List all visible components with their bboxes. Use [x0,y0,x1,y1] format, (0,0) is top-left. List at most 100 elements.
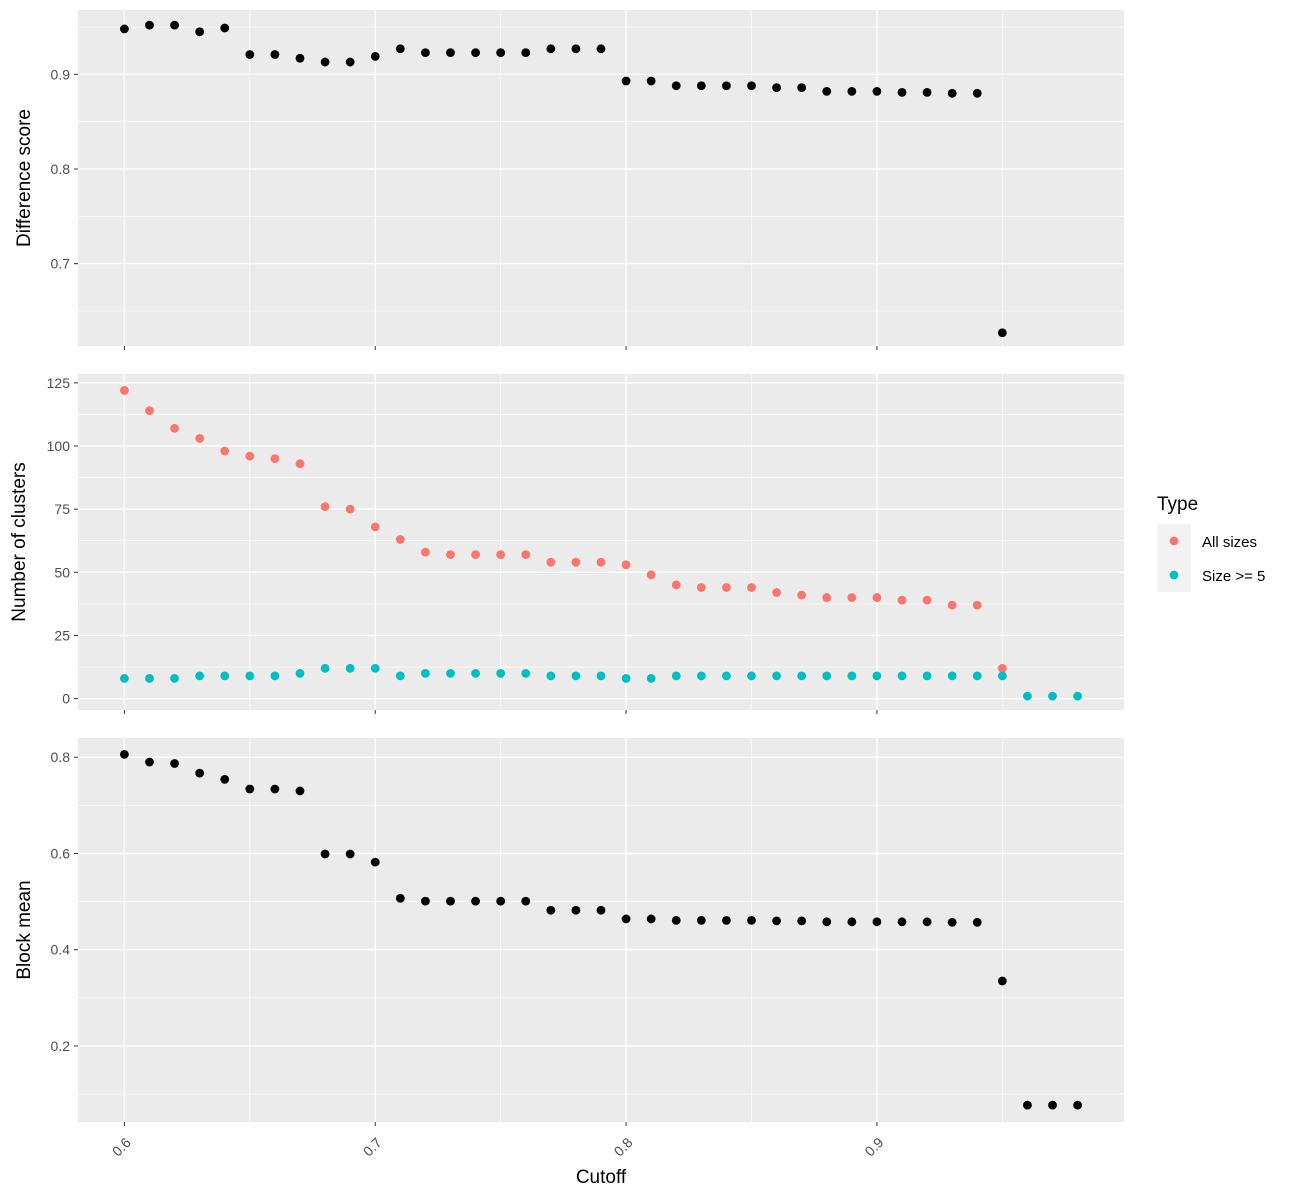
data-point [446,48,455,57]
data-point [696,915,706,925]
data-point [421,48,430,57]
x-tick-label: 0.6 [109,1134,134,1159]
data-point [220,446,230,456]
data-point [521,668,531,678]
data-point [872,671,882,681]
panel-background [78,738,1124,1122]
data-point [571,905,581,915]
legend-title: Type [1157,494,1198,515]
data-point [170,20,179,30]
data-point [847,917,857,927]
data-point [446,550,455,560]
data-point [722,583,731,592]
data-point [822,671,832,681]
data-point [922,671,932,681]
data-point [1073,1100,1082,1110]
y-tick-label: 0.8 [51,161,71,177]
data-point [922,917,932,927]
data-point [596,671,606,681]
data-point [897,595,907,605]
legend-key-point [1169,536,1179,546]
data-point [922,87,932,97]
data-point [947,88,957,98]
data-point [521,48,531,57]
data-point [621,560,631,570]
y-tick-label: 50 [54,564,70,580]
x-tick-label: 0.9 [861,1134,886,1159]
data-point [772,671,781,681]
data-point [997,671,1007,681]
data-point [395,44,405,54]
y-tick-label: 0 [62,691,70,707]
data-point [1073,691,1082,701]
data-point [220,774,230,784]
data-point [772,588,781,597]
data-point [421,547,430,557]
data-point [897,87,907,97]
data-point [120,386,129,395]
data-point [421,896,430,906]
data-point [320,502,330,512]
data-point [446,668,455,678]
y-tick-label: 0.2 [51,1038,71,1054]
data-point [471,550,480,560]
data-point [220,671,230,681]
data-point [345,57,355,67]
data-point [797,916,807,926]
data-point [145,674,154,683]
data-point [145,406,154,416]
data-point [120,674,129,683]
data-point [722,915,731,925]
x-axis-title: Cutoff [576,1167,627,1188]
data-point [671,580,681,590]
data-point [747,81,756,91]
data-point [320,663,330,673]
data-point [546,44,556,54]
data-point [722,671,731,681]
data-point [496,48,506,57]
legend-label: All sizes [1202,534,1257,551]
panels-group: 0.7 0.8 0.9 Difference score 0 25 50 75 100 125 Nu… [9,10,1124,1126]
y-tick-label: 0.7 [51,256,71,272]
data-point [245,671,255,681]
data-point [1023,691,1032,701]
data-point [696,671,706,681]
data-point [170,759,179,768]
data-point [120,24,129,34]
y-tick-label: 0.4 [51,942,71,958]
data-point [747,583,756,592]
data-point [546,557,556,567]
data-point [270,454,280,464]
y-axis-title: Difference score [14,109,35,247]
data-point [596,905,606,915]
data-point [772,83,781,93]
y-tick-label: 125 [47,375,71,391]
legend: Type All sizes Size >= 5 [1157,494,1265,592]
data-point [270,50,280,59]
data-point [195,768,205,778]
data-point [345,663,355,673]
data-point [245,451,255,461]
data-point [270,784,280,794]
data-point [270,671,280,681]
data-point [471,896,480,906]
panel-difference: 0.7 0.8 0.9 Difference score [14,10,1124,350]
data-point [621,76,631,86]
data-point [596,44,606,54]
data-point [1048,691,1057,701]
data-point [872,593,882,602]
data-point [997,663,1007,673]
data-point [646,570,656,580]
data-point [320,57,330,67]
data-point [972,88,982,98]
data-point [947,600,957,610]
data-point [245,784,255,794]
data-point [696,583,706,592]
data-point [370,857,380,867]
data-point [546,671,556,681]
data-point [521,550,531,560]
series-clusters-0 [120,386,1007,673]
data-point [220,23,230,33]
data-point [370,522,380,532]
panel-background [78,374,1124,710]
